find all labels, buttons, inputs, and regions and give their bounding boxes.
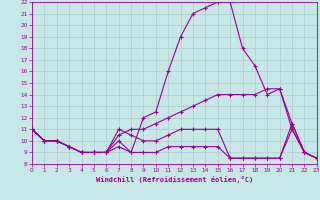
X-axis label: Windchill (Refroidissement éolien,°C): Windchill (Refroidissement éolien,°C): [96, 176, 253, 183]
